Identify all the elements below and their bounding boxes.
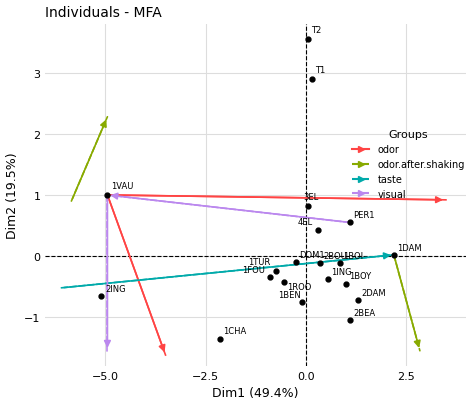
Text: Individuals - MFA: Individuals - MFA bbox=[46, 6, 162, 19]
Text: PER1: PER1 bbox=[353, 211, 374, 220]
Text: DOM1: DOM1 bbox=[299, 250, 325, 260]
Text: T1: T1 bbox=[315, 66, 325, 75]
Text: 1BOI: 1BOI bbox=[343, 252, 363, 261]
Y-axis label: Dim2 (19.5%): Dim2 (19.5%) bbox=[6, 152, 18, 239]
Text: 1FOU: 1FOU bbox=[242, 266, 264, 275]
Text: T2: T2 bbox=[311, 26, 321, 35]
Text: 1ROO: 1ROO bbox=[287, 282, 311, 291]
Text: 1DAM: 1DAM bbox=[397, 243, 422, 252]
Text: 2BEA: 2BEA bbox=[353, 308, 375, 318]
Text: 2ING: 2ING bbox=[105, 284, 126, 293]
Text: 4EL: 4EL bbox=[298, 217, 313, 226]
Text: 1ING: 1ING bbox=[331, 268, 352, 277]
Text: 1VAU: 1VAU bbox=[111, 181, 134, 191]
Text: 1TUR: 1TUR bbox=[247, 258, 270, 267]
X-axis label: Dim1 (49.4%): Dim1 (49.4%) bbox=[212, 386, 299, 399]
Text: 2BOU: 2BOU bbox=[323, 252, 346, 261]
Text: 2DAM: 2DAM bbox=[361, 288, 386, 297]
Legend: odor, odor.after.shaking, taste, visual: odor, odor.after.shaking, taste, visual bbox=[347, 125, 470, 204]
Text: 1BOY: 1BOY bbox=[349, 272, 371, 281]
Text: 1BEN: 1BEN bbox=[278, 290, 301, 299]
Text: 3EL: 3EL bbox=[304, 193, 319, 202]
Text: 1CHA: 1CHA bbox=[223, 327, 246, 336]
